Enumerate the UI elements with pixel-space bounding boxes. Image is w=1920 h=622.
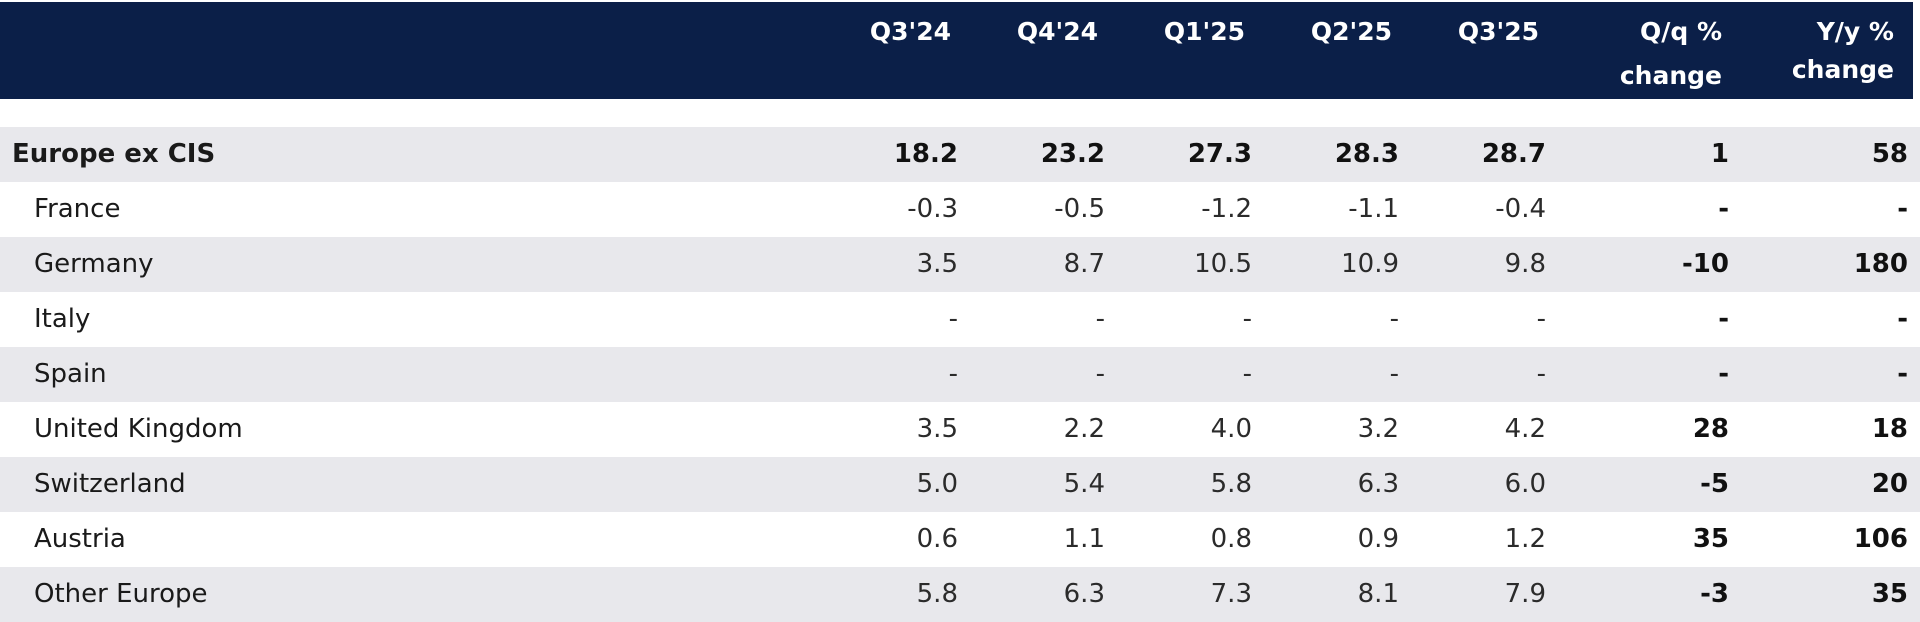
cell-q1-25: 5.8 xyxy=(1210,469,1252,499)
cell-q2-25: 0.9 xyxy=(1357,524,1399,554)
cell-yy-change: - xyxy=(1897,194,1908,224)
cell-q4-24: -0.5 xyxy=(1054,194,1105,224)
cell-q4-24: 1.1 xyxy=(1063,524,1105,554)
cell-q2-25: 28.3 xyxy=(1334,139,1399,169)
cell-yy-change: 18 xyxy=(1871,414,1908,444)
table-row-france: France -0.3 -0.5 -1.2 -1.1 -0.4 - - xyxy=(0,182,1920,237)
cell-qq-change: - xyxy=(1718,304,1729,334)
cell-q3-25: -0.4 xyxy=(1495,194,1546,224)
row-label: Germany xyxy=(34,249,154,279)
cell-q3-24: 18.2 xyxy=(893,139,958,169)
header-q1-25: Q1'25 xyxy=(1163,17,1245,46)
table-row-switzerland: Switzerland 5.0 5.4 5.8 6.3 6.0 -5 20 xyxy=(0,457,1920,512)
header-q3-25: Q3'25 xyxy=(1457,17,1539,46)
cell-yy-change: 180 xyxy=(1853,249,1908,279)
table-header: Q3'24 Q4'24 Q1'25 Q2'25 Q3'25 Q/q % chan… xyxy=(0,2,1913,99)
row-label: France xyxy=(34,194,121,224)
row-label: Italy xyxy=(34,304,91,334)
cell-q3-25: 6.0 xyxy=(1504,469,1546,499)
cell-q2-25: 8.1 xyxy=(1357,579,1399,609)
cell-qq-change: - xyxy=(1718,359,1729,389)
row-label: Europe ex CIS xyxy=(12,139,216,169)
cell-q3-24: 5.0 xyxy=(916,469,958,499)
cell-qq-change: 1 xyxy=(1710,139,1729,169)
cell-q4-24: 6.3 xyxy=(1063,579,1105,609)
cell-q2-25: 10.9 xyxy=(1341,249,1399,279)
cell-q4-24: - xyxy=(1095,304,1105,334)
cell-q3-24: - xyxy=(948,304,958,334)
cell-q3-24: 0.6 xyxy=(916,524,958,554)
cell-qq-change: -3 xyxy=(1700,579,1729,609)
cell-qq-change: -10 xyxy=(1682,249,1729,279)
table-row-united-kingdom: United Kingdom 3.5 2.2 4.0 3.2 4.2 28 18 xyxy=(0,402,1920,457)
cell-q4-24: 23.2 xyxy=(1040,139,1105,169)
row-label: Austria xyxy=(34,524,126,554)
cell-yy-change: 58 xyxy=(1871,139,1908,169)
cell-q3-25: 4.2 xyxy=(1504,414,1546,444)
cell-q2-25: -1.1 xyxy=(1348,194,1399,224)
cell-yy-change: 106 xyxy=(1853,524,1908,554)
header-q2-25: Q2'25 xyxy=(1310,17,1392,46)
cell-qq-change: - xyxy=(1718,194,1729,224)
cell-yy-change: 35 xyxy=(1871,579,1908,609)
row-label: Spain xyxy=(34,359,107,389)
table-row-italy: Italy - - - - - - - xyxy=(0,292,1920,347)
cell-q2-25: 3.2 xyxy=(1357,414,1399,444)
cell-q4-24: 5.4 xyxy=(1063,469,1105,499)
cell-q3-24: 3.5 xyxy=(916,249,958,279)
header-qq-line2: change xyxy=(1619,61,1722,90)
cell-q4-24: 2.2 xyxy=(1063,414,1105,444)
row-label: Switzerland xyxy=(34,469,186,499)
cell-q1-25: 4.0 xyxy=(1210,414,1252,444)
cell-q1-25: 10.5 xyxy=(1194,249,1252,279)
cell-q2-25: - xyxy=(1389,359,1399,389)
cell-q1-25: - xyxy=(1242,304,1252,334)
cell-q3-25: 1.2 xyxy=(1504,524,1546,554)
table-row-spain: Spain - - - - - - - xyxy=(0,347,1920,402)
cell-q1-25: - xyxy=(1242,359,1252,389)
cell-q3-25: - xyxy=(1536,304,1546,334)
row-label: Other Europe xyxy=(34,579,208,609)
table-row-austria: Austria 0.6 1.1 0.8 0.9 1.2 35 106 xyxy=(0,512,1920,567)
cell-q1-25: 27.3 xyxy=(1187,139,1252,169)
cell-q3-25: - xyxy=(1536,359,1546,389)
cell-q4-24: - xyxy=(1095,359,1105,389)
cell-q3-24: 3.5 xyxy=(916,414,958,444)
header-q4-24: Q4'24 xyxy=(1016,17,1098,46)
cell-q1-25: -1.2 xyxy=(1201,194,1252,224)
cell-q3-24: 5.8 xyxy=(916,579,958,609)
cell-yy-change: - xyxy=(1897,359,1908,389)
cell-qq-change: -5 xyxy=(1700,469,1729,499)
cell-yy-change: - xyxy=(1897,304,1908,334)
cell-q3-25: 7.9 xyxy=(1504,579,1546,609)
table-row-other-europe: Other Europe 5.8 6.3 7.3 8.1 7.9 -3 35 xyxy=(0,567,1920,622)
table-row-germany: Germany 3.5 8.7 10.5 10.9 9.8 -10 180 xyxy=(0,237,1920,292)
header-yy-line1: Y/y % xyxy=(1816,17,1894,46)
header-qq-line1: Q/q % xyxy=(1639,17,1722,46)
cell-q2-25: 6.3 xyxy=(1357,469,1399,499)
cell-q3-25: 28.7 xyxy=(1481,139,1546,169)
cell-q1-25: 0.8 xyxy=(1210,524,1252,554)
cell-q1-25: 7.3 xyxy=(1210,579,1252,609)
row-label: United Kingdom xyxy=(34,414,243,444)
table-row-europe-ex-cis: Europe ex CIS 18.2 23.2 27.3 28.3 28.7 1… xyxy=(0,127,1920,182)
header-yy-line2: change xyxy=(1791,55,1894,84)
cell-yy-change: 20 xyxy=(1871,469,1908,499)
cell-q3-25: 9.8 xyxy=(1504,249,1546,279)
header-q3-24: Q3'24 xyxy=(869,17,951,46)
cell-q4-24: 8.7 xyxy=(1063,249,1105,279)
cell-qq-change: 28 xyxy=(1692,414,1729,444)
cell-q3-24: -0.3 xyxy=(907,194,958,224)
cell-q2-25: - xyxy=(1389,304,1399,334)
cell-q3-24: - xyxy=(948,359,958,389)
cell-qq-change: 35 xyxy=(1692,524,1729,554)
